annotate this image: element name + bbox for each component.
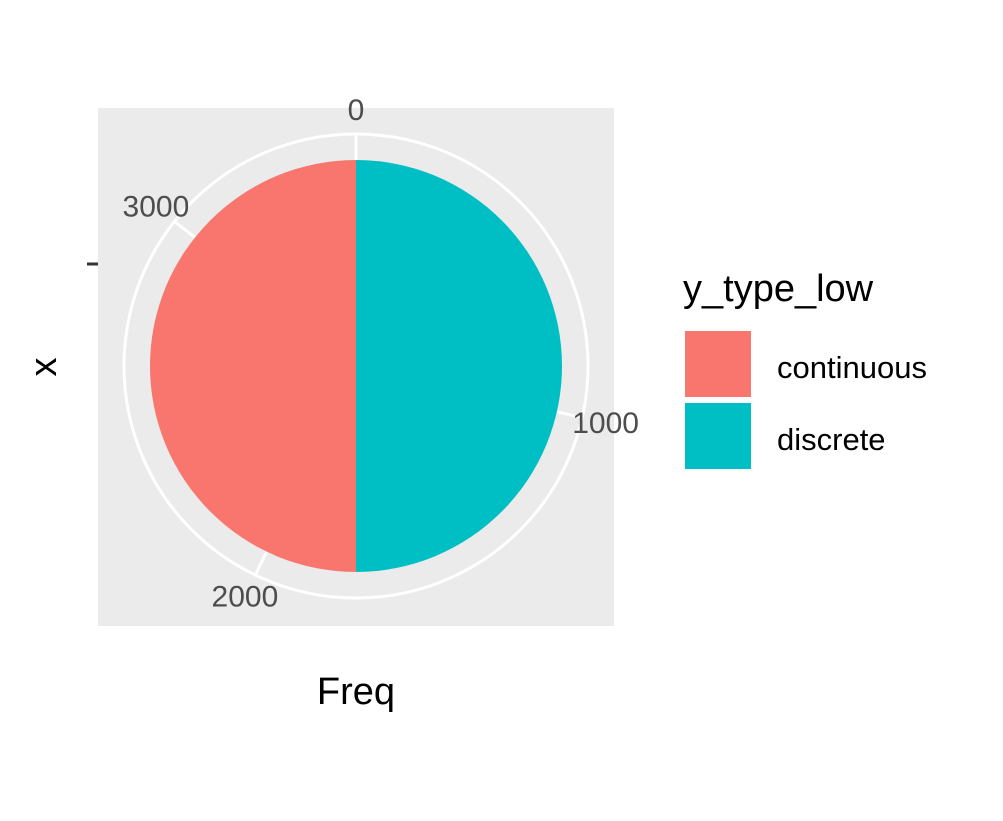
legend-title: y_type_low bbox=[683, 268, 874, 310]
grid-spoke-1 bbox=[556, 410, 583, 420]
legend-label-continuous: continuous bbox=[777, 350, 927, 385]
y-axis-title: x bbox=[23, 358, 65, 377]
theta-tick-labels: 0 1000 2000 3000 bbox=[123, 94, 639, 614]
slice-continuous bbox=[150, 160, 356, 572]
x-axis-title: Freq bbox=[317, 671, 395, 713]
pie-slices bbox=[150, 160, 562, 572]
slice-discrete bbox=[356, 160, 562, 572]
theta-tick-label-0: 0 bbox=[348, 94, 365, 127]
grid-spokes bbox=[173, 134, 583, 576]
legend-key-continuous bbox=[685, 331, 751, 397]
legend: y_type_low continuous discrete bbox=[683, 268, 927, 469]
theta-tick-label-2: 2000 bbox=[212, 581, 279, 614]
theta-tick-label-1: 1000 bbox=[572, 407, 639, 440]
grid-spoke-2 bbox=[253, 550, 268, 576]
theta-tick-label-3: 3000 bbox=[123, 190, 190, 223]
grid-spoke-3 bbox=[173, 220, 196, 239]
legend-key-discrete bbox=[685, 403, 751, 469]
legend-label-discrete: discrete bbox=[777, 422, 886, 457]
